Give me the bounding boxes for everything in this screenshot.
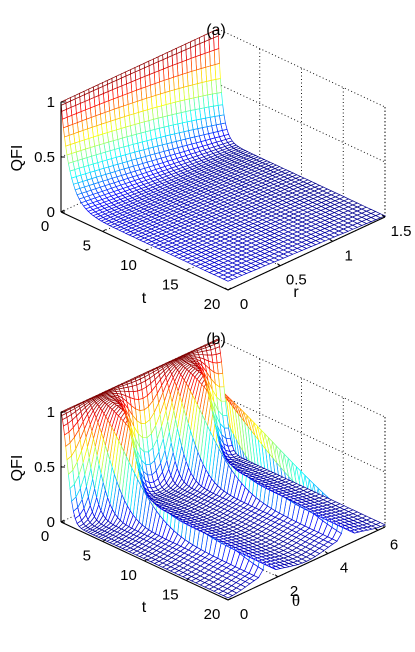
panel-a-surface [60,28,386,282]
panel-a-y-tick [224,287,229,291]
panel-b-y-label: θ [292,591,300,610]
panel-a-z-tick-label: 0.5 [34,149,55,166]
panel-a-x-tick-label: 10 [120,257,137,274]
panel-a-z-label: QFI [9,145,26,172]
panel-a-y-label: r [293,284,299,301]
panel-b-x-tick-label: 5 [83,548,91,565]
panel-a-y-tick [329,238,333,242]
panel-a-ticks: 0 5 10 15 20 0 0.5 1 1.5 0 0.5 1 [34,94,411,313]
panel-a-x-tick-label: 20 [204,296,221,313]
panel-a-z-tick-label: 1 [47,94,55,111]
panel-a-y-tick-label: 0.5 [286,272,307,289]
panel-b-z-tick-label: 0.5 [34,459,55,476]
panel-a-title: (a) [206,22,226,39]
panel-b-x-tick-label: 20 [204,606,221,623]
panel-a-x-tick-label: 0 [41,218,49,235]
panel-b-y-tick-label: 6 [390,536,398,553]
panel-a-y-tick-label: 1.5 [391,223,412,240]
panel-a-pane-edge [217,28,386,108]
panel-a-z-tick-label: 0 [47,204,55,221]
panel-b-x-tick-label: 10 [120,567,137,584]
panel-b-y-tick-label: 4 [340,560,348,577]
panel-a-x-tick-label: 5 [83,238,91,255]
panel-a-x-tick [144,248,148,252]
panel-a-y-tick [381,214,386,218]
panel-b-surface [60,338,386,599]
panel-a-surface-cell [199,34,205,45]
panel-b-pane-edge [217,338,386,418]
panel-b-z-tick-label: 1 [47,404,55,421]
panel-a-x-tick [227,287,232,291]
panel-b-z-tick-label: 0 [47,514,55,531]
panel-a-x-tick-label: 15 [162,277,179,294]
panel-a-x-label: t [142,290,147,307]
panel-a-surface-cell [199,41,206,56]
panel-a-y-tick-label: 0 [240,296,248,313]
panel-a-x-tick [102,229,107,232]
panel-b-title: (b) [206,331,226,348]
panel-b-x-label: t [142,599,147,616]
panel-a: 0 5 10 15 20 0 0.5 1 1.5 0 0.5 1 (a) QFI t r [9,22,411,313]
panel-b-x-tick-label: 15 [162,587,179,604]
panel-b-z-label: QFI [9,455,26,482]
panel-a-y-tick [277,263,281,267]
panel-a-y-tick-label: 1 [344,247,352,264]
panel-a-x-tick [185,268,190,271]
panel-a-y-axis [227,216,386,291]
panel-b-y-tick-label: 0 [240,606,248,623]
